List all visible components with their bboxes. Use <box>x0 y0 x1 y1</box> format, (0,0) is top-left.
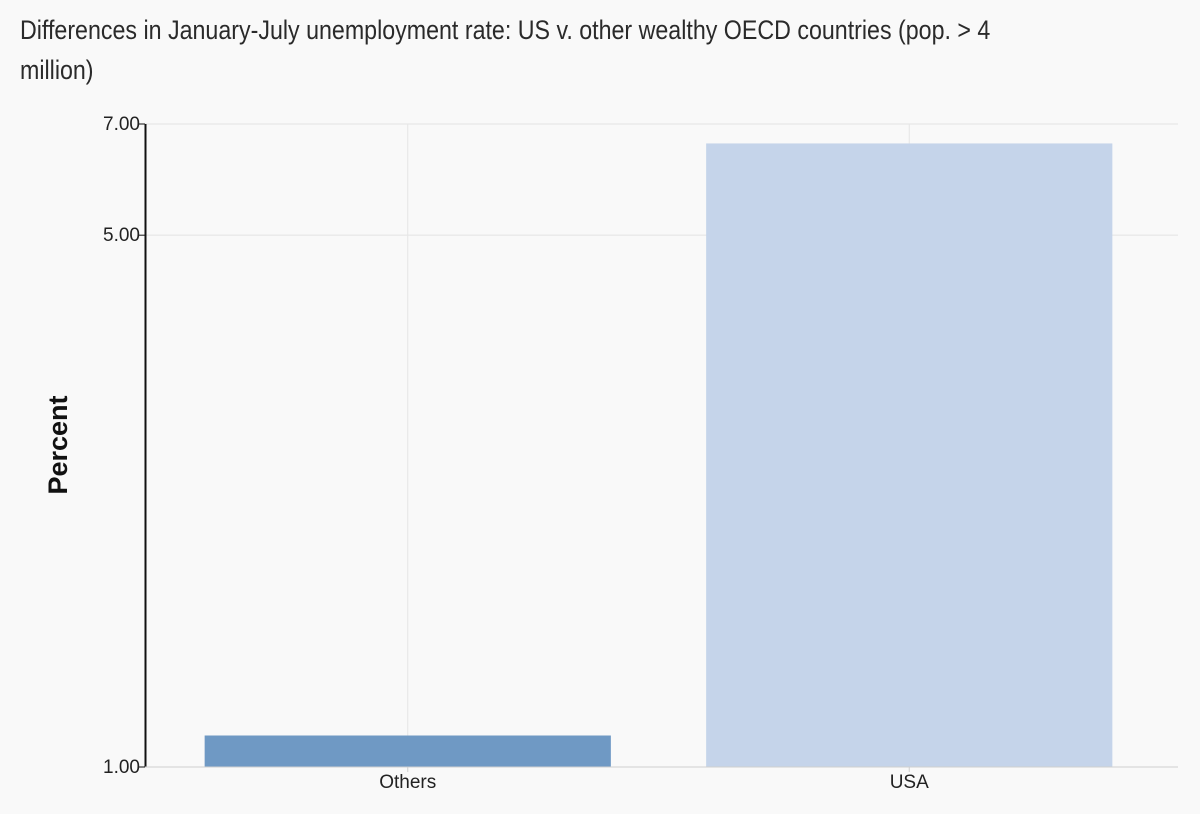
chart-title: Differences in January-July unemployment… <box>20 15 991 85</box>
bars <box>204 143 1113 767</box>
x-axis-ticks: Others USA <box>379 767 929 793</box>
y-tick-label: 1.00 <box>103 757 140 778</box>
x-tick-label: Others <box>379 772 436 793</box>
x-tick-label: USA <box>890 772 929 793</box>
bar-usa <box>706 143 1113 767</box>
y-tick-label: 5.00 <box>103 225 140 246</box>
bar-others <box>204 735 611 767</box>
y-axis-title: Percent <box>43 395 73 494</box>
y-axis-ticks: 1.00 5.00 7.00 <box>103 114 145 778</box>
y-tick-label: 7.00 <box>103 114 140 135</box>
